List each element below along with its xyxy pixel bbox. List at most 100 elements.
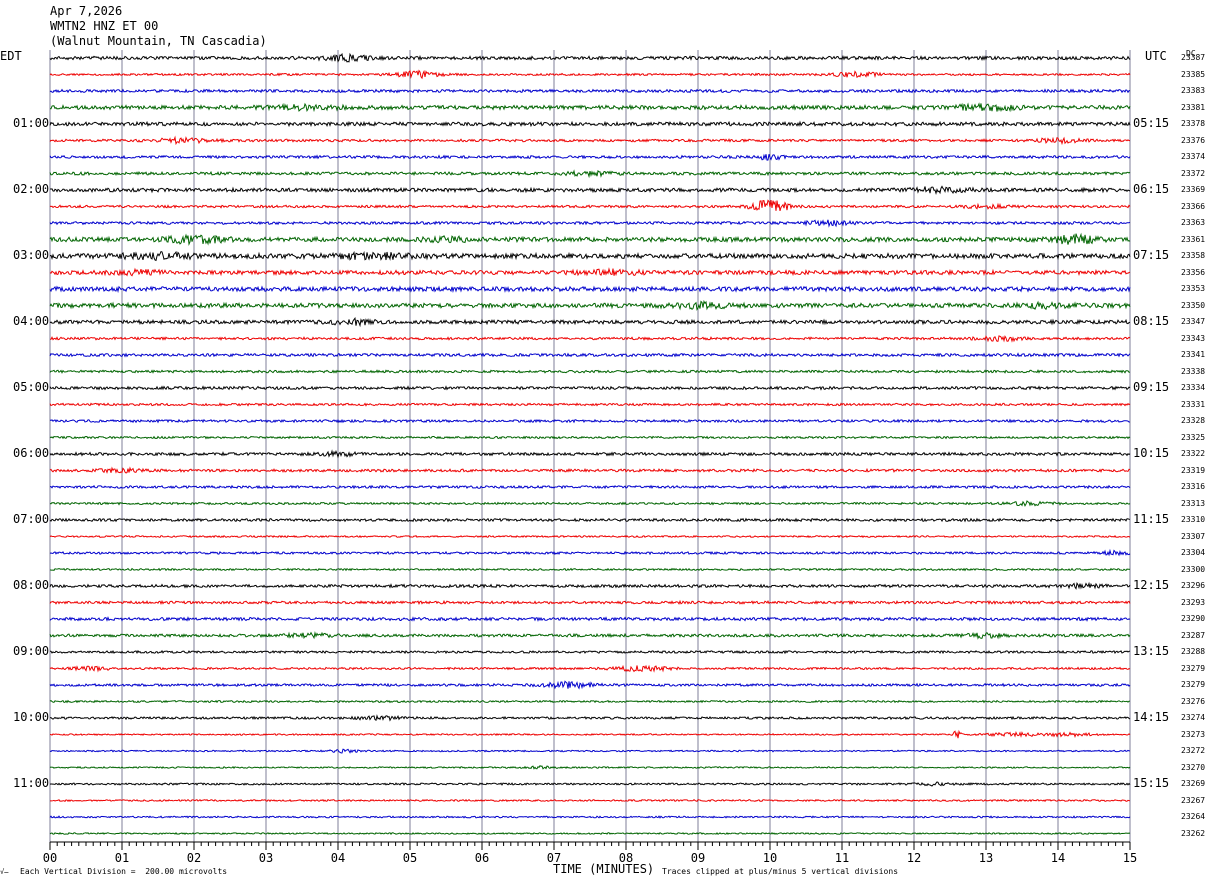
trace-row-24 (49, 449, 1131, 459)
x-tick-label: 09 (691, 851, 705, 865)
trace-row-27 (49, 500, 1131, 507)
trace-row-30 (49, 548, 1131, 557)
trace-row-2 (49, 88, 1131, 94)
dc-offset-label: 23304 (1181, 548, 1206, 557)
dc-offset-label: 23267 (1181, 795, 1206, 805)
right-hour-label: 05:15 (1133, 116, 1170, 130)
dc-offset-label: 23287 (1181, 630, 1206, 640)
trace-row-17 (50, 335, 1131, 343)
dc-offset-label: 23343 (1181, 333, 1206, 343)
trace-row-19 (49, 369, 1131, 374)
corner-mark: √̶ (0, 868, 9, 876)
trace-row-34 (49, 616, 1131, 622)
trace-row-7 (49, 169, 1131, 179)
seismic-traces (49, 52, 1131, 836)
x-tick-label: 06 (475, 851, 489, 865)
dc-offset-label: 23361 (1181, 234, 1206, 244)
trace-row-47 (49, 831, 1131, 836)
dc-offset-label: 23347 (1181, 317, 1206, 326)
dc-offset-label: 23378 (1181, 119, 1206, 128)
left-hour-label: 03:00 (13, 248, 50, 262)
x-tick-label: 04 (331, 851, 345, 865)
dc-offset-label: 23358 (1181, 251, 1206, 260)
trace-row-5 (49, 135, 1131, 146)
right-hour-label: 08:15 (1133, 314, 1170, 328)
dc-offset-label: 23274 (1181, 713, 1206, 722)
left-hour-label: 10:00 (13, 710, 50, 724)
dc-offset-label: 23279 (1181, 680, 1206, 689)
trace-row-21 (49, 402, 1131, 407)
location-label: (Walnut Mountain, TN Cascadia) (50, 34, 267, 48)
trace-row-15 (49, 299, 1131, 311)
trace-row-44 (49, 781, 1131, 787)
dc-offset-label: 23296 (1181, 581, 1206, 590)
dc-offset-label: 23353 (1181, 284, 1206, 293)
x-tick-label: 14 (1051, 851, 1065, 865)
right-hour-label: 14:15 (1133, 710, 1170, 724)
left-hour-label: 04:00 (13, 314, 50, 328)
dc-offset-label: 23276 (1181, 696, 1206, 706)
trace-row-9 (49, 199, 1131, 212)
dc-offset-label: 23341 (1181, 350, 1206, 359)
dc-offset-label: 23279 (1181, 663, 1206, 673)
left-hour-label: 08:00 (13, 578, 50, 592)
dc-offset-label: 23273 (1181, 729, 1206, 739)
dc-offset-label: 23383 (1181, 86, 1206, 95)
trace-row-14 (49, 285, 1131, 294)
trace-row-39 (49, 699, 1131, 704)
x-tick-label: 07 (547, 851, 561, 865)
right-timezone-label: UTC (1145, 49, 1167, 63)
left-timezone-label: EDT (0, 49, 22, 63)
dc-offset-label: 23334 (1181, 383, 1206, 392)
dc-offset-label: 23376 (1181, 135, 1206, 145)
trace-row-16 (49, 317, 1131, 328)
x-tick-label: 08 (619, 851, 633, 865)
dc-offset-label: 23350 (1181, 300, 1206, 310)
left-hour-label: 09:00 (13, 644, 50, 658)
trace-row-28 (49, 517, 1131, 523)
trace-row-38 (49, 680, 1131, 690)
left-hour-label: 06:00 (13, 446, 50, 460)
dc-offset-label: 23366 (1181, 201, 1206, 211)
trace-row-40 (49, 714, 1131, 722)
dc-offset-label: 23264 (1181, 812, 1206, 821)
trace-row-6 (49, 153, 1131, 161)
right-hour-label: 15:15 (1133, 776, 1170, 790)
time-axis: 00 01 02 03 04 05 06 07 08 09 10 11 12 13 14 15 (43, 841, 1137, 865)
trace-row-45 (50, 798, 1131, 803)
dc-offset-label: 23310 (1181, 515, 1206, 524)
left-hour-label: 02:00 (13, 182, 50, 196)
x-tick-label: 00 (43, 851, 57, 865)
scale-note: Each Vertical Division = 200.00 microvol… (20, 867, 228, 876)
x-tick-label: 03 (259, 851, 273, 865)
dc-offset-label: 23338 (1181, 366, 1206, 376)
trace-row-29 (49, 534, 1131, 539)
dc-offset-label: 23363 (1181, 218, 1206, 227)
dc-offset-label: 23293 (1181, 597, 1206, 607)
dc-offset-label: 23387 (1181, 53, 1206, 62)
trace-row-8 (49, 185, 1131, 195)
trace-row-12 (49, 250, 1131, 262)
dc-offset-label: 23307 (1181, 531, 1206, 541)
trace-row-13 (49, 267, 1131, 277)
x-tick-label: 12 (907, 851, 921, 865)
trace-row-1 (49, 69, 1131, 80)
left-hour-label: 05:00 (13, 380, 50, 394)
right-hour-label: 07:15 (1133, 248, 1170, 262)
trace-row-25 (49, 466, 1131, 474)
trace-row-26 (49, 484, 1131, 490)
dc-offset-label: 23372 (1181, 168, 1206, 178)
x-tick-label: 01 (115, 851, 129, 865)
x-tick-label: 13 (979, 851, 993, 865)
dc-offset-label: 23356 (1181, 267, 1206, 277)
dc-offset-label: 23272 (1181, 746, 1206, 755)
right-hour-label: 12:15 (1133, 578, 1170, 592)
dc-offset-label: 23313 (1181, 498, 1206, 508)
dc-offset-label: 23262 (1181, 828, 1206, 838)
trace-row-0 (49, 52, 1131, 63)
dc-offset-label: 23328 (1181, 416, 1206, 425)
clip-note: Traces clipped at plus/minus 5 vertical … (662, 867, 899, 876)
minute-gridlines (49, 50, 1131, 842)
trace-row-3 (50, 102, 1131, 113)
